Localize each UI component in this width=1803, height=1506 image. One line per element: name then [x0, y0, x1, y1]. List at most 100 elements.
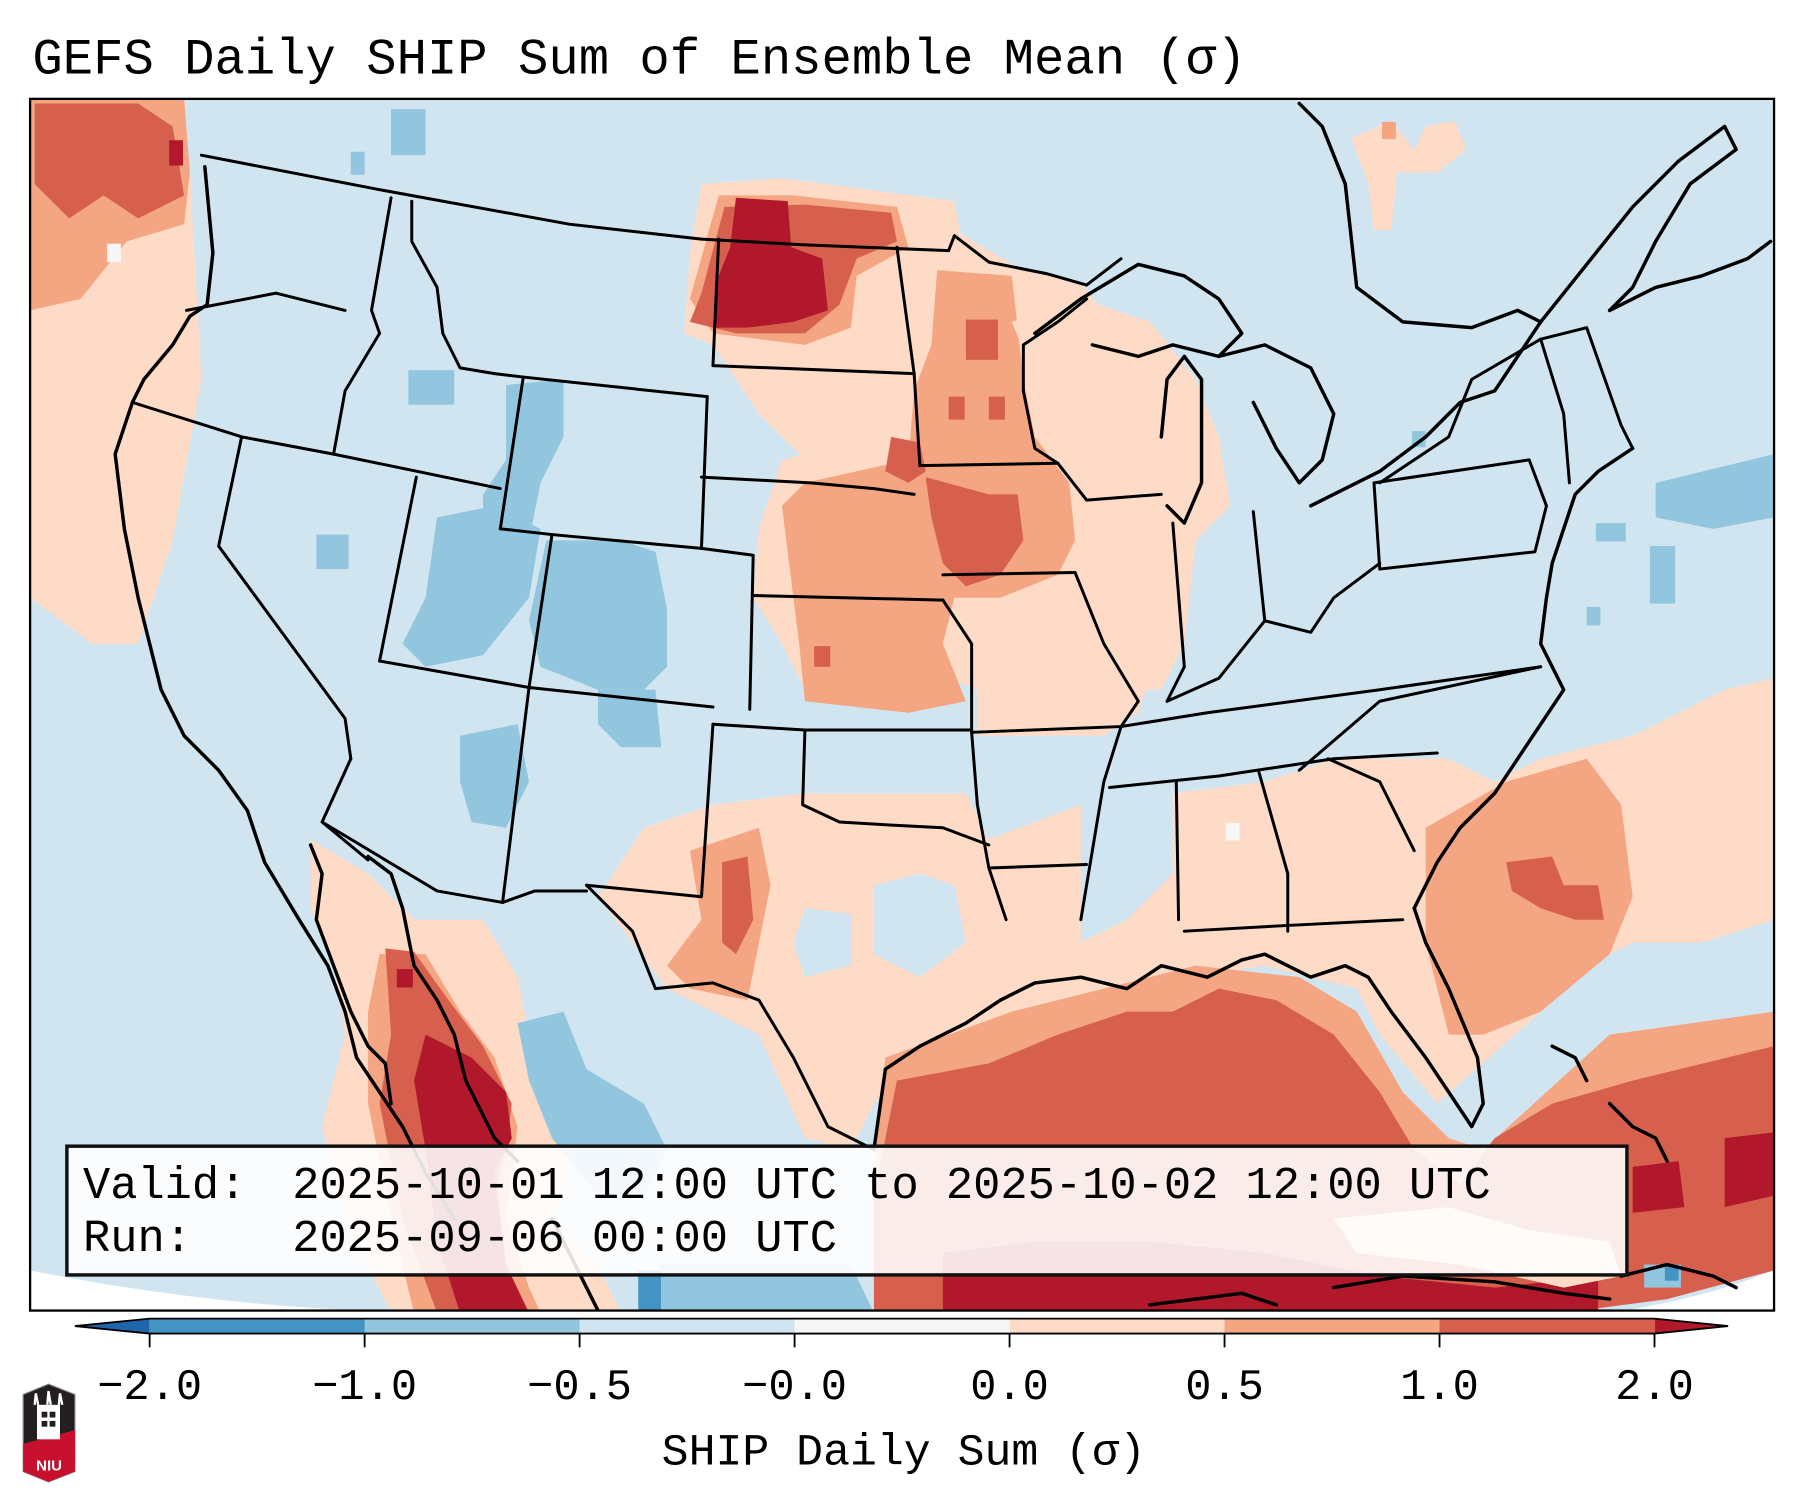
colorbar-tick-label: −2.0: [97, 1364, 202, 1413]
coast-cuba: [1332, 1274, 1612, 1301]
boundary-ms-al: [1174, 780, 1181, 922]
logo-text: NIU: [36, 1457, 62, 1474]
logo-window4: [49, 1420, 56, 1427]
figure-title: GEFS Daily SHIP Sum of Ensemble Mean (σ): [32, 33, 1246, 90]
shade-atl-blue2: [1595, 523, 1626, 542]
boundary-ut-az: [378, 659, 531, 689]
coast-west: [113, 164, 457, 1221]
boundary-nd-sd: [711, 364, 916, 376]
boundary-il-in: [1165, 521, 1186, 703]
colorbar: −2.0 −1.0 −0.5 −0.0 0.0 0.5 1.0 2.0: [74, 1317, 1729, 1413]
coast-hispaniola: [1619, 1262, 1738, 1290]
coast-mx-west: [366, 854, 520, 1163]
boundary-wy-sd: [699, 395, 709, 550]
coast-st-lawrence: [1538, 124, 1738, 324]
colorbar-extend-over: [1654, 1318, 1729, 1334]
logo-red-base: [23, 1430, 75, 1482]
shade-carib-dark: [1724, 1132, 1775, 1208]
boundary-mt-nd: [711, 237, 721, 368]
info-box-frame: [65, 1144, 1629, 1277]
info-box: Valid: 2025-10-01 12:00 UTC to 2025-10-0…: [65, 1144, 1629, 1277]
boundary-az-mx: [320, 820, 505, 904]
boundary-ia-mo: [941, 571, 1077, 577]
boundary-nd-mn: [895, 245, 922, 468]
shade-tx-red: [722, 856, 754, 955]
shade-nv-blue: [316, 534, 349, 570]
boundary-co-nm: [527, 685, 715, 709]
projection-edge-left: [30, 1270, 358, 1311]
shade-id-blue: [408, 370, 455, 405]
colorbar-bin: [579, 1318, 796, 1334]
shade-atl-red: [1506, 856, 1604, 920]
colorbar-bin: [364, 1318, 581, 1334]
run-value: 2025-09-06 00:00 UTC: [292, 1213, 837, 1265]
boundary-mo-ar: [970, 725, 1123, 734]
boundary-mn-ia: [918, 461, 1060, 468]
shade-ia-red: [925, 477, 1024, 587]
shade-wi-light: [1011, 298, 1231, 690]
valid-label: Valid:: [83, 1160, 246, 1212]
colorbar-tick-label: −0.0: [742, 1364, 847, 1413]
coast-lake-erie-ontario: [1309, 320, 1543, 508]
colorbar-bin: [1439, 1318, 1656, 1334]
colorbar-tick-label: −0.5: [527, 1364, 632, 1413]
shade-ne-red: [885, 436, 926, 483]
boundary-or-id: [332, 308, 382, 456]
boundary-nv-ut: [378, 475, 418, 663]
shade-mn-red1: [965, 319, 999, 360]
shade-nm-blue: [598, 689, 662, 748]
niu-logo: NIU: [22, 1383, 76, 1483]
colorbar-tick-label: 0.5: [1185, 1364, 1264, 1413]
boundary-ohio-river: [1165, 561, 1382, 703]
colorbar-label: SHIP Daily Sum (σ): [662, 1429, 1146, 1479]
shade-mn-red2: [948, 396, 965, 420]
boundary-new-england: [1539, 326, 1635, 450]
boundary-id-mt: [410, 199, 497, 376]
boundary-va: [1297, 665, 1543, 772]
shade-atl-blue3: [1649, 546, 1676, 604]
shade-tx-blue2: [793, 908, 851, 978]
logo-spires: [33, 1390, 64, 1406]
logo-window2: [49, 1411, 56, 1418]
shade-ms-blue: [1080, 793, 1173, 943]
boundary-sd-ne: [699, 475, 916, 496]
coast-lake-superior: [1033, 262, 1244, 359]
boundary-pa: [1372, 458, 1548, 571]
colorbar-extend-under: [74, 1318, 150, 1334]
shade-bc-blue: [391, 109, 426, 156]
boundary-wi-il: [1056, 461, 1163, 502]
colorbar-bin: [1009, 1318, 1226, 1334]
shade-atl-blue4: [1586, 606, 1601, 626]
boundary-wa-or: [184, 291, 347, 312]
boundary-co-ut: [527, 533, 554, 689]
coast-maritimes: [1607, 239, 1773, 313]
boundary-id-wy: [498, 375, 525, 531]
shade-ut-blue: [402, 505, 541, 667]
shade-plains-dark: [712, 197, 828, 328]
logo-window1: [41, 1411, 48, 1418]
shade-on-light: [1351, 120, 1466, 230]
shade-atl-blue: [1655, 454, 1775, 529]
boundary-co-ks: [699, 546, 755, 711]
shade-on-mid: [1382, 121, 1396, 140]
colorbar-tick-label: 0.0: [970, 1364, 1049, 1413]
boundary-nc-sc: [1326, 757, 1416, 853]
boundary-ky-tn: [1119, 665, 1543, 729]
boundary-tn-south: [1108, 751, 1439, 789]
shade-pacnw-dark: [169, 140, 183, 166]
boundary-nm-tx: [585, 722, 715, 899]
shade-mx-dark2: [396, 969, 413, 988]
colorbar-bin: [794, 1318, 1011, 1334]
colorbar-tick-label: −1.0: [312, 1364, 417, 1413]
shade-ks-red: [814, 646, 831, 667]
shade-co-blue: [529, 540, 667, 690]
shade-az-blue: [460, 724, 530, 828]
shade-tx-blue1: [873, 873, 966, 978]
boundary-mn-on: [947, 234, 1123, 287]
boundary-wi-mn: [1021, 297, 1089, 465]
boundary-mo-east: [1073, 571, 1140, 729]
boundary-ms-river: [1079, 725, 1123, 922]
logo-tower: [36, 1404, 60, 1440]
boundary-ne-ks: [751, 594, 945, 602]
